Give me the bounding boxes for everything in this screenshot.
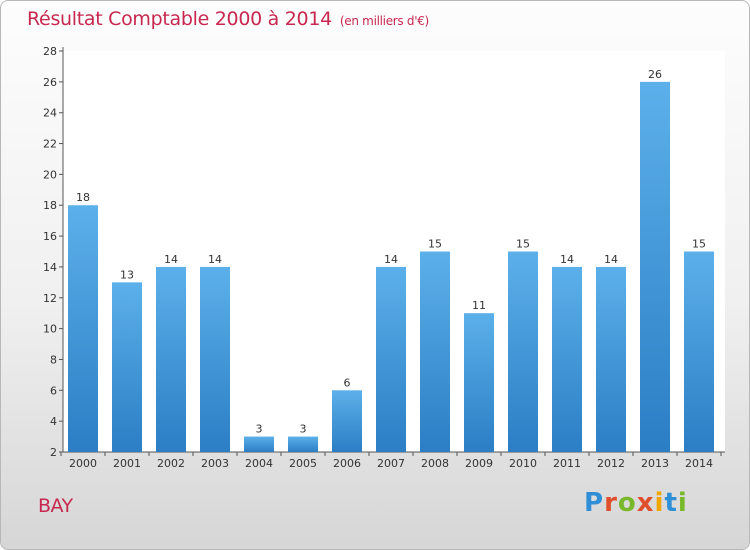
logo-letter: i [654,488,665,518]
bar [244,436,274,452]
chart-unit: (en milliers d'€) [339,14,429,28]
y-tick-label: 6 [50,384,57,397]
bar [200,266,230,452]
bar [68,205,98,452]
bar-value-label: 3 [300,423,307,436]
bar [288,436,318,452]
y-tick-label: 24 [43,107,57,120]
logo-letter: x [636,488,655,518]
bar-value-label: 11 [472,299,486,312]
y-tick-label: 16 [43,230,57,243]
bar-value-label: 14 [164,253,178,266]
bar [332,390,362,452]
bar-value-label: 15 [428,238,442,251]
bar [640,81,670,452]
x-tick-label: 2008 [421,457,449,470]
x-tick-label: 2001 [113,457,141,470]
y-tick-label: 18 [43,199,57,212]
logo-letter: r [604,488,618,518]
bar [112,282,142,452]
y-tick-label: 10 [43,323,57,336]
y-tick-label: 8 [50,353,57,366]
x-tick-label: 2009 [465,457,493,470]
chart-title-text: Résultat Comptable 2000 à 2014 [27,8,332,30]
bar-value-label: 14 [560,253,574,266]
bar [508,251,538,452]
bar [596,266,626,452]
x-tick-label: 2010 [509,457,537,470]
chart-title: Résultat Comptable 2000 à 2014 (en millie… [27,8,429,30]
y-tick-label: 2 [50,446,57,459]
bar-value-label: 18 [76,191,90,204]
x-tick-label: 2007 [377,457,405,470]
bar [420,251,450,452]
bar [156,266,186,452]
bar-value-label: 15 [692,238,706,251]
bar-value-label: 13 [120,268,134,281]
bar [464,313,494,452]
x-tick-label: 2011 [553,457,581,470]
x-tick-label: 2006 [333,457,361,470]
commune-name: BAY [38,495,73,517]
y-tick-label: 22 [43,138,57,151]
bar-value-label: 14 [208,253,222,266]
bar-value-label: 6 [344,376,351,389]
y-tick-label: 20 [43,168,57,181]
proxiti-logo: Proxiti [584,488,688,518]
y-tick-label: 4 [50,415,57,428]
x-tick-label: 2003 [201,457,229,470]
y-tick-label: 26 [43,76,57,89]
logo-letter: P [584,488,605,518]
x-tick-label: 2005 [289,457,317,470]
x-tick-label: 2000 [69,457,97,470]
bar-value-label: 3 [256,423,263,436]
y-tick-label: 28 [43,45,57,58]
logo-letter: o [617,488,637,518]
bar-value-label: 14 [384,253,398,266]
x-tick-label: 2004 [245,457,273,470]
bar-value-label: 26 [648,68,662,81]
bar-value-label: 14 [604,253,618,266]
x-tick-label: 2012 [597,457,625,470]
x-tick-label: 2002 [157,457,185,470]
bar [684,251,714,452]
logo-letter: i [677,488,688,518]
bar [376,266,406,452]
x-tick-label: 2014 [685,457,713,470]
x-tick-label: 2013 [641,457,669,470]
y-tick-label: 12 [43,292,57,305]
y-tick-label: 14 [43,261,57,274]
bar [552,266,582,452]
bar-value-label: 15 [516,238,530,251]
logo-letter: t [664,488,678,518]
